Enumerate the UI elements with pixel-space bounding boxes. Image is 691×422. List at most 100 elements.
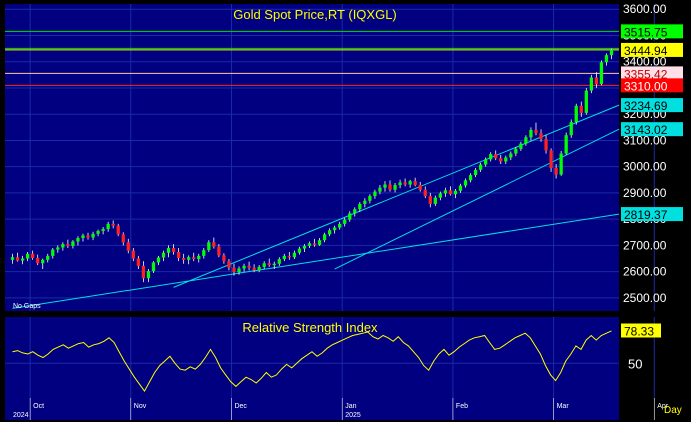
trendline-middle-channel[interactable] bbox=[334, 128, 620, 270]
candle bbox=[46, 253, 50, 263]
candle bbox=[91, 231, 95, 241]
candle bbox=[76, 236, 80, 246]
candle-body bbox=[458, 185, 463, 191]
level-tag-0[interactable]: 3515.75 bbox=[621, 24, 683, 39]
candle-body bbox=[212, 242, 216, 247]
candle-body bbox=[116, 225, 120, 235]
candle-body bbox=[584, 90, 588, 113]
candle-body bbox=[539, 133, 543, 140]
candle-body bbox=[242, 265, 246, 269]
candle-body bbox=[383, 184, 387, 188]
candle-body bbox=[413, 181, 417, 186]
candle-body bbox=[287, 255, 291, 258]
time-labels: Oct Nov Dec Jan Feb Mar Apr 2024 2025 bbox=[13, 398, 669, 420]
candle-body bbox=[56, 247, 60, 250]
trendline-long-support[interactable] bbox=[12, 213, 620, 309]
candle-body bbox=[207, 242, 211, 251]
candle-body bbox=[197, 255, 201, 260]
trend-tag-0-text: 3234.69 bbox=[624, 99, 668, 113]
candle bbox=[408, 179, 412, 188]
candle-body bbox=[267, 263, 271, 266]
candle bbox=[458, 183, 463, 193]
candle-body bbox=[398, 182, 402, 186]
candle-body bbox=[393, 185, 397, 190]
candle bbox=[51, 248, 55, 259]
rsi-line bbox=[12, 330, 612, 393]
candle bbox=[322, 232, 327, 243]
candle-body bbox=[333, 227, 337, 231]
level-tag-4[interactable]: 3310.00 bbox=[621, 78, 683, 93]
candle bbox=[171, 244, 176, 255]
candle-body bbox=[317, 240, 322, 245]
candle bbox=[66, 239, 70, 249]
candle bbox=[131, 248, 135, 262]
candle-body bbox=[161, 252, 166, 258]
candle bbox=[10, 253, 15, 264]
candle bbox=[227, 259, 231, 271]
candle-body bbox=[176, 251, 181, 258]
candle bbox=[161, 250, 166, 262]
candle bbox=[363, 198, 367, 208]
candle-body bbox=[121, 234, 125, 243]
level-tag-3[interactable]: 3355.42 bbox=[621, 66, 683, 81]
candle-body bbox=[192, 257, 196, 260]
candle bbox=[287, 251, 291, 260]
candle bbox=[207, 240, 211, 252]
candle bbox=[478, 162, 483, 172]
candle bbox=[146, 269, 151, 283]
candle bbox=[272, 261, 276, 270]
candle bbox=[56, 245, 60, 253]
price-level-tags: 3515.753450.923444.943355.423310.003234.… bbox=[621, 24, 683, 222]
trendline-upper-channel[interactable] bbox=[173, 104, 620, 288]
candle-body bbox=[297, 248, 302, 253]
rsi-axis: 78.33 50 bbox=[621, 323, 661, 371]
candle-body bbox=[61, 244, 65, 248]
period-label[interactable]: Day bbox=[664, 405, 682, 416]
candle bbox=[484, 157, 488, 167]
candle-body bbox=[101, 229, 105, 231]
candle bbox=[15, 252, 20, 262]
candle-body bbox=[131, 250, 135, 259]
candle bbox=[252, 264, 256, 273]
price-tick-label: 3400.00 bbox=[623, 55, 667, 69]
candle-body bbox=[368, 196, 372, 201]
rsi-last-tag[interactable]: 78.33 bbox=[621, 323, 661, 339]
price-plot-area[interactable] bbox=[5, 4, 619, 311]
candle bbox=[151, 261, 156, 273]
candle-body bbox=[136, 258, 140, 266]
price-tick-label: 2900.00 bbox=[623, 186, 667, 200]
candle-body bbox=[182, 257, 186, 260]
candle-body bbox=[468, 175, 473, 181]
candle bbox=[257, 265, 261, 273]
candle bbox=[166, 245, 171, 258]
candle bbox=[41, 258, 45, 270]
candle bbox=[262, 261, 266, 270]
candle-body bbox=[504, 157, 508, 162]
level-tag-4-text: 3310.00 bbox=[624, 79, 668, 93]
price-gridlines bbox=[5, 4, 655, 311]
candle bbox=[373, 189, 377, 199]
candle bbox=[242, 263, 246, 272]
candle-body bbox=[494, 154, 498, 159]
candle bbox=[111, 220, 115, 229]
trend-tag-0[interactable]: 3234.69 bbox=[621, 98, 683, 113]
candle-body bbox=[187, 257, 191, 260]
candle-body bbox=[499, 158, 503, 162]
candle-body bbox=[353, 209, 357, 214]
candle bbox=[584, 87, 588, 115]
candle-body bbox=[524, 137, 528, 144]
candle-body bbox=[141, 265, 146, 279]
candle bbox=[599, 60, 604, 86]
candle bbox=[423, 186, 427, 199]
level-tag-2[interactable]: 3444.94 bbox=[621, 42, 683, 58]
candle-body bbox=[428, 196, 432, 204]
candle-body bbox=[609, 49, 614, 56]
candle-body bbox=[423, 189, 427, 197]
trend-tag-1[interactable]: 3143.02 bbox=[621, 122, 683, 137]
candle-body bbox=[257, 266, 261, 271]
rsi-plot-area[interactable] bbox=[5, 317, 619, 398]
candle bbox=[197, 253, 201, 263]
trend-tag-2[interactable]: 2819.37 bbox=[621, 207, 683, 222]
candle-body bbox=[418, 185, 422, 190]
candle-body bbox=[307, 243, 312, 246]
